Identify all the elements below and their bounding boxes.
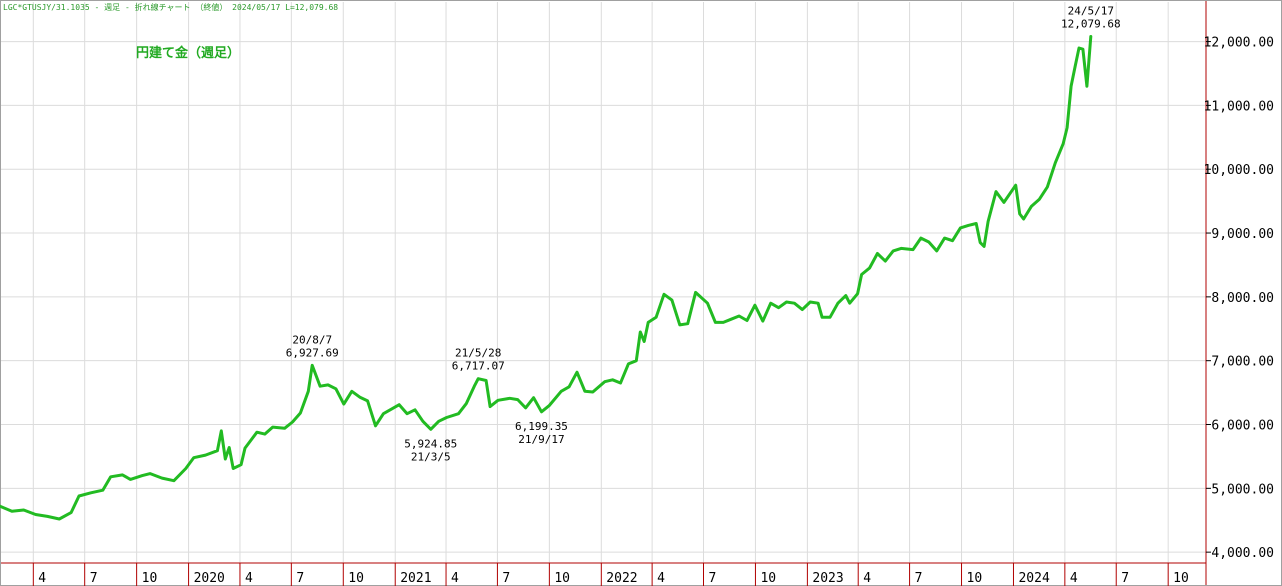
x-tick-label: 2021	[400, 571, 431, 586]
x-tick-label: 7	[709, 571, 717, 586]
x-tick-label: 4	[38, 571, 46, 586]
x-tick-label: 10	[554, 571, 570, 586]
x-tick-label: 7	[1121, 571, 1129, 586]
chart-title: 円建て金（週足）	[136, 45, 240, 61]
annotation-date: 24/5/17	[1068, 4, 1114, 17]
x-tick-label: 2024	[1018, 571, 1049, 586]
x-tick-label: 4	[451, 571, 459, 586]
annotation-value: 6,927.69	[286, 346, 339, 359]
y-axis: 4,000.00 5,000.00 6,000.00 7,000.00 8,000.00…	[1204, 36, 1274, 562]
x-tick-label: 7	[915, 571, 923, 586]
x-tick-label: 4	[657, 571, 665, 586]
annotation-date: 21/9/17	[518, 433, 564, 446]
annotation: 21/5/286,717.07	[452, 347, 505, 373]
annotation-value: 12,079.68	[1061, 17, 1121, 30]
annotation-date: 21/3/5	[411, 450, 451, 463]
y-tick-label: 7,000.00	[1211, 355, 1274, 370]
x-tick-label: 10	[760, 571, 776, 586]
x-tick-label: 10	[348, 571, 364, 586]
y-tick-label: 8,000.00	[1211, 291, 1274, 306]
annotation-value: 6,717.07	[452, 360, 505, 373]
x-tick-label: 4	[245, 571, 253, 586]
y-tick-label: 6,000.00	[1211, 419, 1274, 434]
x-tick-label: 2022	[606, 571, 637, 586]
x-tick-label: 10	[967, 571, 983, 586]
annotation-date: 21/5/28	[455, 347, 501, 360]
y-tick-label: 9,000.00	[1211, 227, 1274, 242]
annotation-date: 20/8/7	[292, 333, 332, 346]
x-tick-label: 2023	[812, 571, 843, 586]
x-tick-label: 4	[863, 571, 871, 586]
x-tick-label: 7	[90, 571, 98, 586]
annotation-value: 5,924.85	[404, 437, 457, 450]
annotation: 20/8/76,927.69	[286, 333, 339, 359]
y-tick-label: 5,000.00	[1211, 482, 1274, 497]
price-line	[0, 35, 1093, 521]
y-tick-label: 10,000.00	[1204, 163, 1274, 178]
x-tick-label: 10	[142, 571, 158, 586]
x-tick-label: 7	[502, 571, 510, 586]
y-tick-label: 12,000.00	[1204, 36, 1274, 51]
y-tick-label: 4,000.00	[1211, 546, 1274, 561]
series-layer	[0, 35, 1093, 521]
x-tick-label: 2020	[194, 571, 225, 586]
x-tick-label: 4	[1070, 571, 1078, 586]
x-tick-label: 7	[296, 571, 304, 586]
y-tick-label: 11,000.00	[1204, 99, 1274, 114]
x-axis: 4 7 10 2020 4 7 10 2021 4 7 10 2022 4 7 10 2023 4 7 10 2024…	[32, 563, 1189, 586]
x-tick-label: 10	[1173, 571, 1189, 586]
chart-header: LGC*GTUSJY/31.1035 - 週足 - 折れ線チャート （終値） 2…	[3, 2, 338, 12]
annotation-value: 6,199.35	[515, 420, 568, 433]
grid	[0, 2, 1206, 563]
